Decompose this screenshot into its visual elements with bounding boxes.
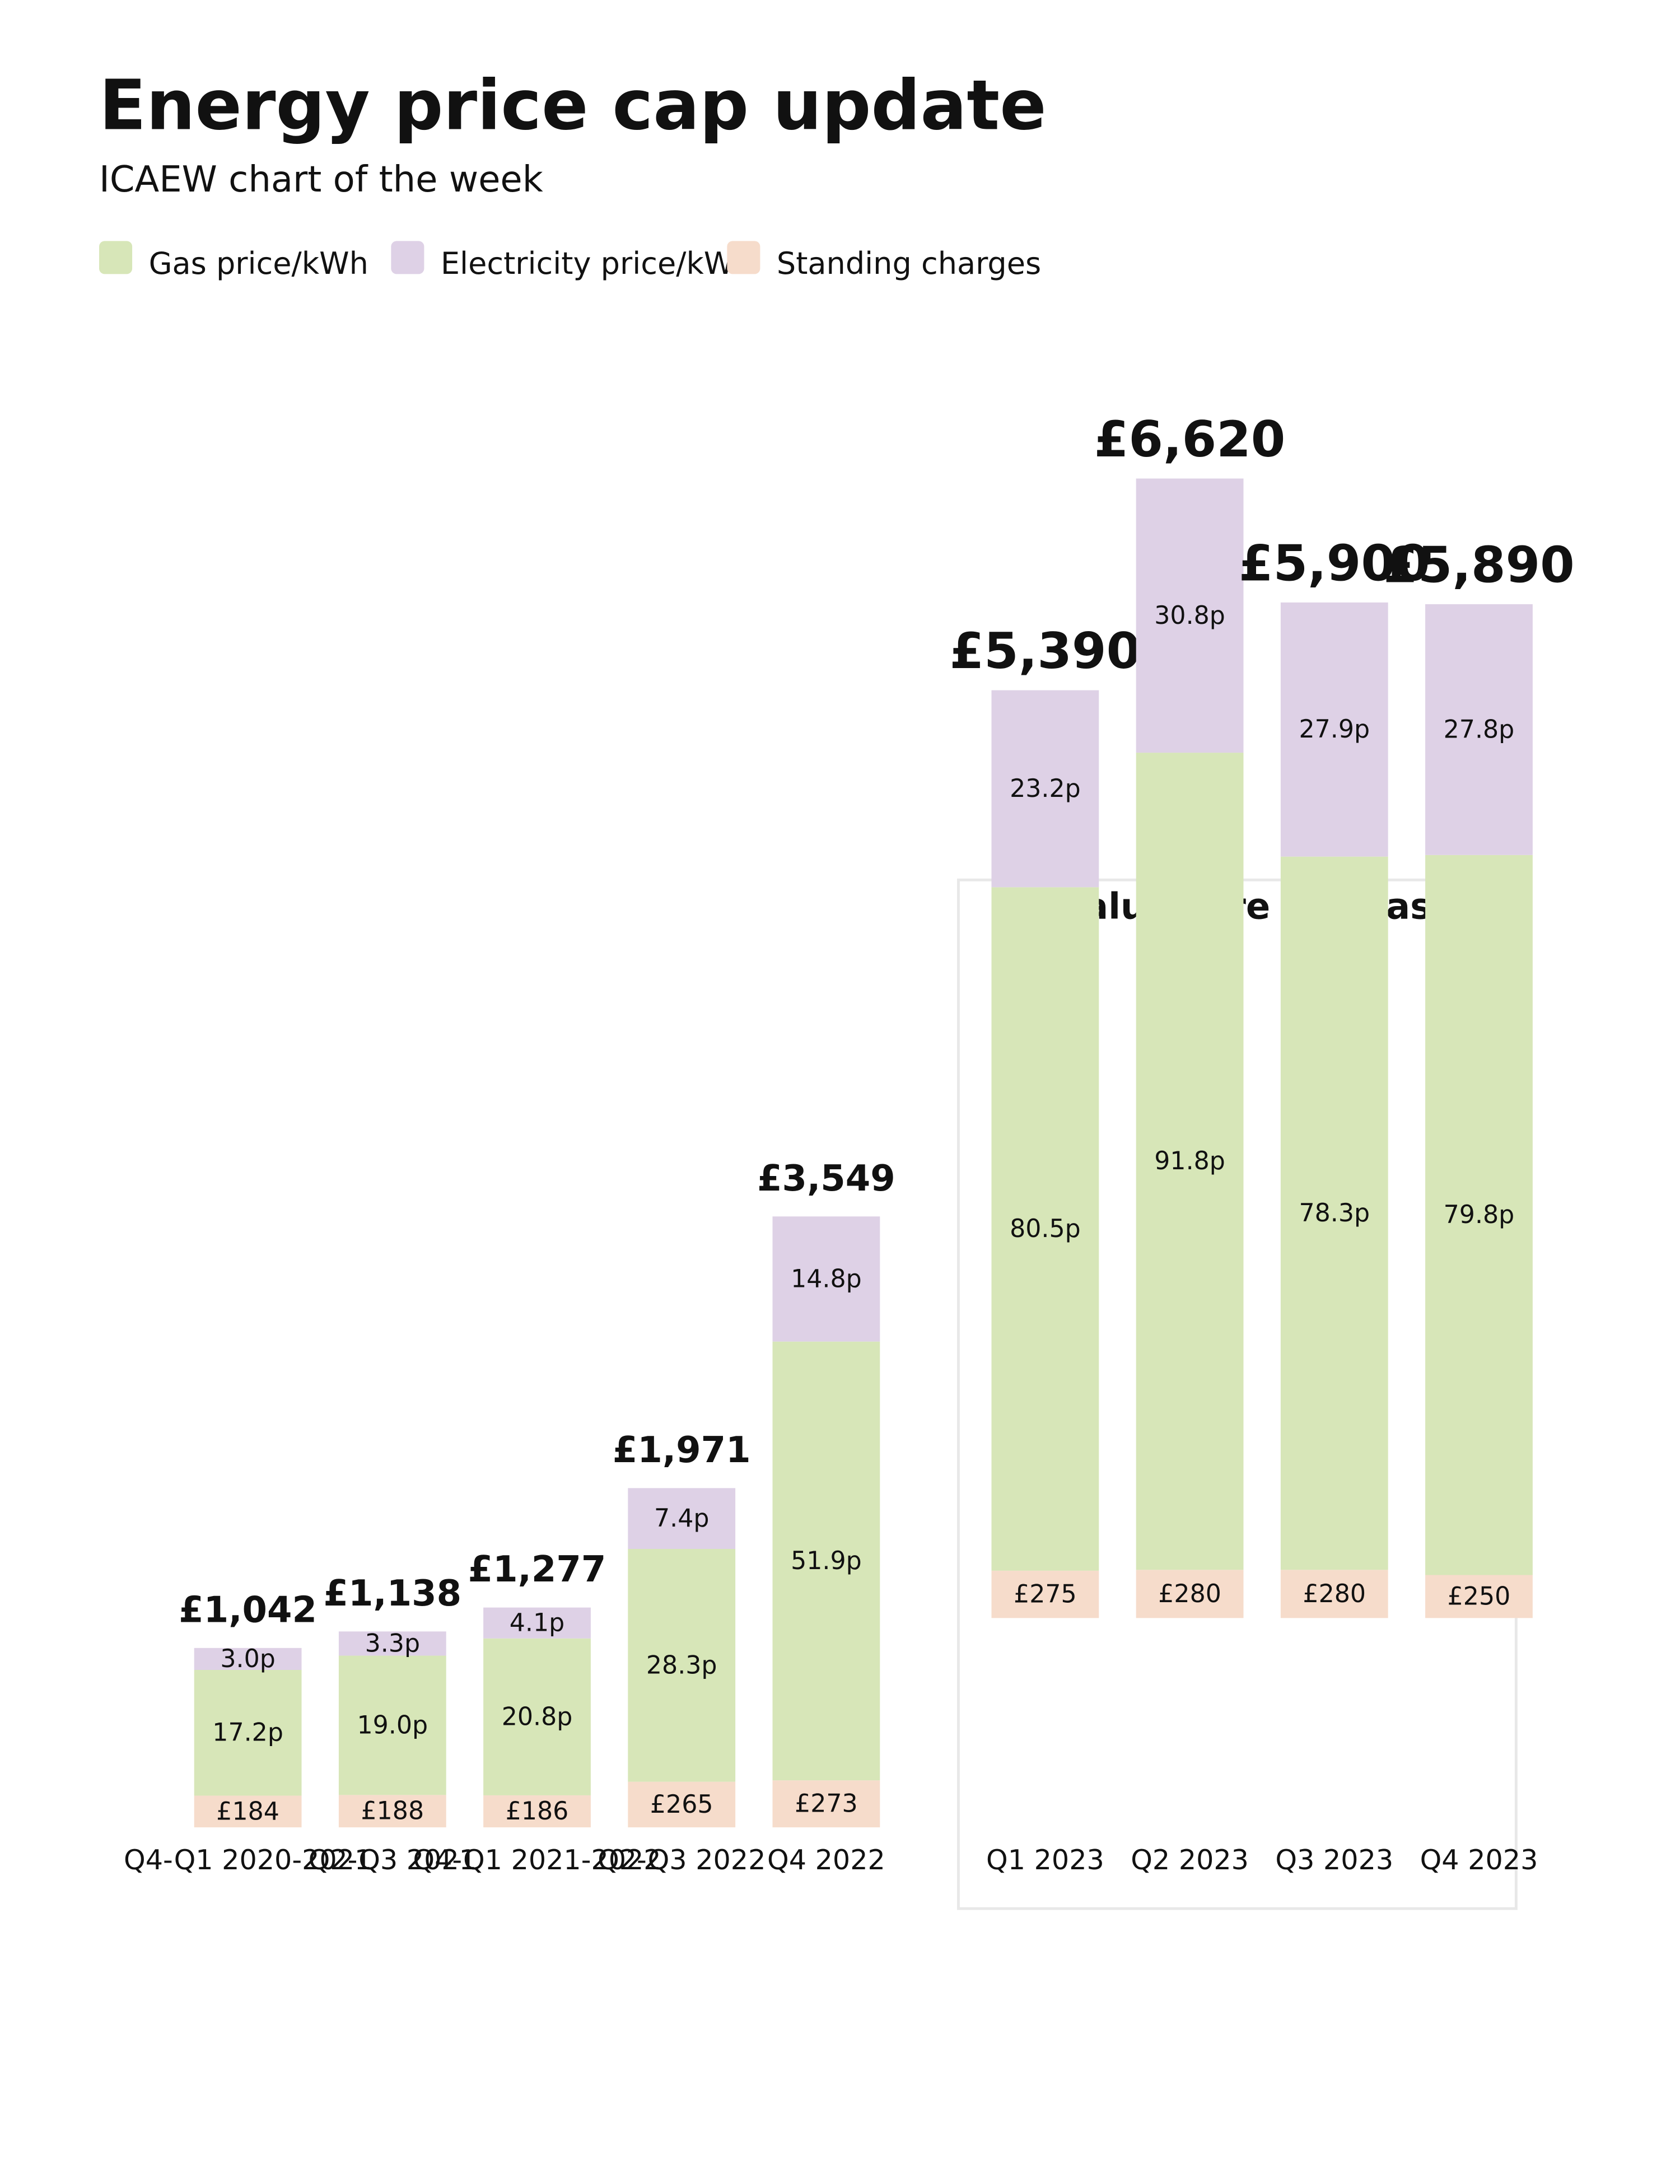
x-tick-label: Q4 2023 xyxy=(1420,1844,1538,1876)
total-label: £1,042 xyxy=(179,1589,317,1631)
segment-label: 27.8p xyxy=(1444,715,1515,744)
bar-segment xyxy=(628,1781,736,1828)
segment-label: £250 xyxy=(1448,1582,1511,1611)
legend-label: Electricity price/kWh xyxy=(441,246,753,281)
segment-label: £280 xyxy=(1158,1580,1221,1608)
total-label: £5,890 xyxy=(1383,536,1575,594)
bar-segment xyxy=(991,887,1099,1571)
bar-segment xyxy=(1280,856,1388,1570)
bar-segment xyxy=(1136,478,1244,753)
x-tick-label: Q3 2023 xyxy=(1275,1844,1393,1876)
segment-label: 27.9p xyxy=(1299,715,1370,744)
bar-segment xyxy=(1425,604,1533,855)
bar-segment xyxy=(338,1655,446,1795)
segment-label: £273 xyxy=(795,1790,858,1818)
forecast-annotation: Values are forecasts xyxy=(1058,886,1470,928)
bar-segment xyxy=(194,1648,302,1670)
legend-label: Gas price/kWh xyxy=(149,246,368,281)
bar-segment xyxy=(338,1795,446,1828)
segment-label: 19.0p xyxy=(357,1711,428,1739)
chart-title: Energy price cap update xyxy=(99,65,1047,145)
total-label: £3,549 xyxy=(757,1158,895,1200)
legend-label: Standing charges xyxy=(777,246,1041,281)
x-tick-label: Q1 2023 xyxy=(986,1844,1104,1876)
segment-label: £265 xyxy=(650,1790,713,1819)
segment-label: 14.8p xyxy=(791,1264,862,1293)
segment-label: 91.8p xyxy=(1154,1147,1225,1175)
segment-label: 78.3p xyxy=(1299,1199,1370,1228)
bar-segment xyxy=(991,690,1099,888)
segment-label: 30.8p xyxy=(1154,601,1225,630)
bar-segment xyxy=(991,1570,1099,1618)
total-label: £1,277 xyxy=(468,1549,606,1590)
segment-label: £186 xyxy=(506,1797,569,1826)
segment-label: 7.4p xyxy=(654,1504,709,1533)
bar-segment xyxy=(483,1638,591,1795)
x-tick-label: Q2-Q3 2022 xyxy=(598,1844,766,1876)
segment-label: 3.3p xyxy=(365,1629,420,1658)
segment-label: £275 xyxy=(1014,1580,1077,1609)
segment-label: 3.0p xyxy=(220,1645,275,1673)
bar-segment xyxy=(194,1795,302,1828)
segment-label: 4.1p xyxy=(510,1609,564,1637)
x-tick-label: Q4 2022 xyxy=(767,1844,885,1876)
bar-segment xyxy=(772,1216,880,1342)
bar-segment xyxy=(628,1548,736,1782)
segment-label: £188 xyxy=(361,1797,424,1826)
x-tick-label: Q4-Q1 2021-2022 xyxy=(413,1844,661,1876)
bar-segment xyxy=(772,1341,880,1781)
bar-segment xyxy=(483,1795,591,1828)
legend-swatch xyxy=(99,241,133,274)
total-label: £5,390 xyxy=(950,622,1141,680)
segment-label: 80.5p xyxy=(1010,1215,1081,1243)
segment-label: 20.8p xyxy=(502,1702,573,1731)
total-label: £6,620 xyxy=(1094,410,1286,468)
x-tick-label: Q4-Q1 2020-2021 xyxy=(124,1844,372,1876)
bar-segment xyxy=(1280,602,1388,857)
bar-segment xyxy=(338,1631,446,1656)
segment-label: £184 xyxy=(216,1797,279,1826)
bar-segment xyxy=(483,1607,591,1639)
total-label: £1,971 xyxy=(613,1430,751,1471)
bar-segment xyxy=(1136,753,1244,1570)
bar-segment xyxy=(628,1488,736,1549)
x-tick-label: Q2 2023 xyxy=(1131,1844,1249,1876)
legend-swatch xyxy=(391,241,424,274)
total-label: £5,900 xyxy=(1239,534,1430,592)
segment-label: 17.2p xyxy=(212,1719,283,1747)
segment-label: 23.2p xyxy=(1010,774,1081,803)
bar-segment xyxy=(1280,1570,1388,1618)
legend-swatch xyxy=(727,241,760,274)
bar-segment xyxy=(1136,1570,1244,1618)
segment-label: 28.3p xyxy=(646,1651,717,1679)
bar-segment xyxy=(194,1669,302,1796)
bar-segment xyxy=(772,1780,880,1828)
total-label: £1,138 xyxy=(323,1573,461,1614)
chart-subtitle: ICAEW chart of the week xyxy=(99,159,543,200)
segment-label: £280 xyxy=(1303,1580,1366,1608)
bar-segment xyxy=(1425,855,1533,1575)
x-tick-label: Q2-Q3 2021 xyxy=(309,1844,477,1876)
segment-label: 79.8p xyxy=(1444,1201,1515,1229)
bar-segment xyxy=(1425,1575,1533,1618)
segment-label: 51.9p xyxy=(791,1547,862,1575)
